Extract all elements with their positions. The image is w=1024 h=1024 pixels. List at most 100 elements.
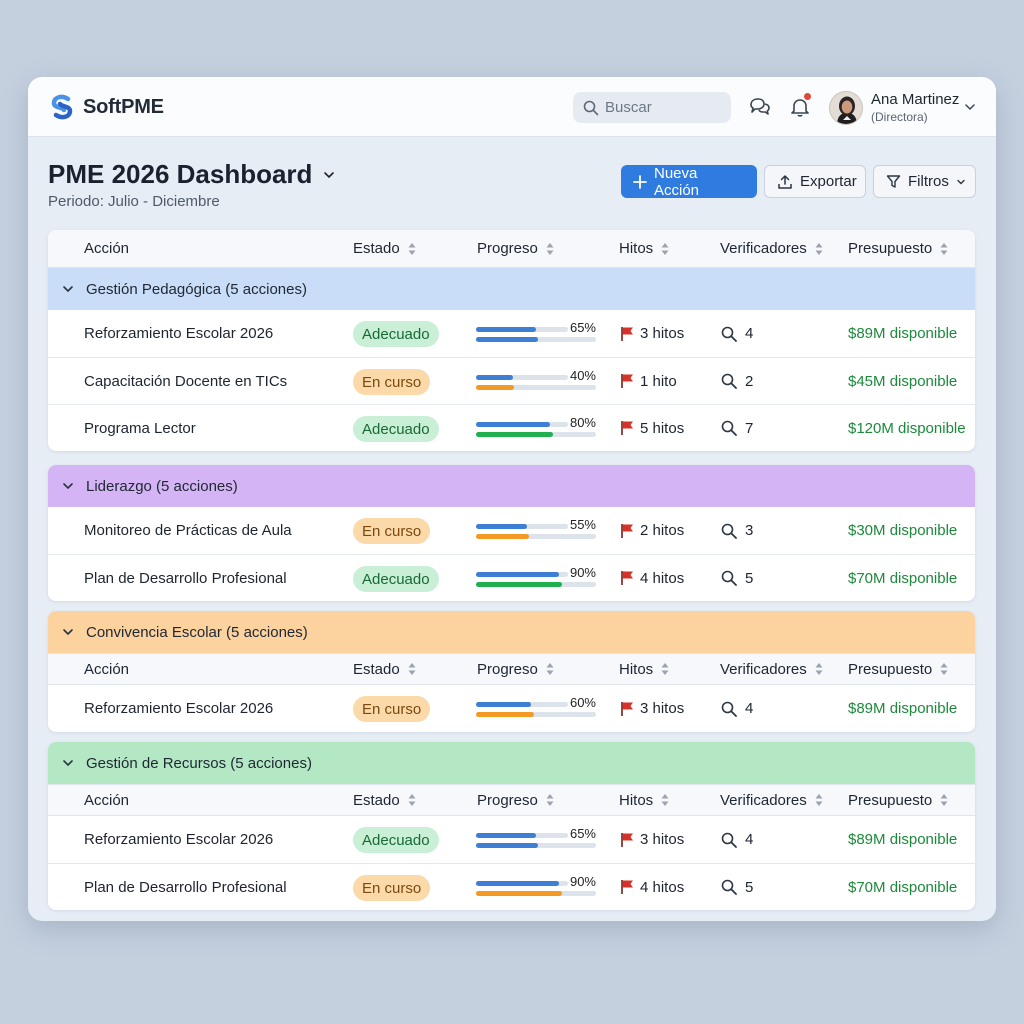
page-title-text: PME 2026 Dashboard [48,159,313,189]
action-name[interactable]: Reforzamiento Escolar 2026 [84,700,274,717]
table-row[interactable]: Reforzamiento Escolar 2026 En curso 60% 3 h… [48,685,975,732]
flag-icon [621,571,633,585]
group-header[interactable]: Gestión de Recursos (5 acciones) [48,742,975,784]
sort-icon[interactable] [408,663,416,675]
action-name[interactable]: Capacitación Docente en TICs [84,372,288,390]
chat-icon[interactable] [748,95,772,119]
sort-icon[interactable] [940,242,948,255]
column-header[interactable]: Estado [353,654,416,684]
progress-bar-fill [476,702,532,707]
milestones[interactable]: 1 hito [620,358,677,404]
verifiers[interactable]: 4 [721,310,753,357]
search-input[interactable] [605,99,725,116]
chevron-down-icon[interactable] [62,626,74,638]
milestones[interactable]: 3 hitos [620,816,684,863]
sort-icon[interactable] [546,794,554,806]
column-header: Acción [84,230,129,267]
action-name[interactable]: Reforzamiento Escolar 2026 [84,831,274,848]
sort-icon[interactable] [546,242,554,255]
app-name: SoftPME [83,95,164,118]
avatar[interactable] [829,91,863,125]
milestones-label: 3 hitos [640,700,685,717]
notifications-button[interactable] [788,93,812,119]
verifiers[interactable]: 5 [721,864,753,910]
column-header-label: Acción [84,240,130,257]
column-header[interactable]: Hitos [619,785,669,815]
progress-bar-fill [476,582,563,587]
verifiers[interactable]: 2 [721,358,753,404]
progress-percent: 65% [569,826,596,841]
chevron-down-icon[interactable] [62,283,74,295]
column-header[interactable]: Estado [353,230,416,267]
column-header[interactable]: Progreso [477,785,554,815]
column-header[interactable]: Presupuesto [848,654,948,684]
verifiers[interactable]: 4 [721,816,753,863]
progress-indicator: 90% [476,872,596,902]
group-header[interactable]: Convivencia Escolar (5 acciones) [48,611,975,653]
milestones[interactable]: 3 hitos [620,310,684,357]
column-header-label: Estado [353,660,400,678]
action-name[interactable]: Reforzamiento Escolar 2026 [84,325,274,342]
search-box[interactable] [573,92,731,123]
sort-icon[interactable] [661,794,669,806]
action-name[interactable]: Monitoreo de Prácticas de Aula [84,522,292,539]
column-header[interactable]: Progreso [477,654,554,684]
column-header-label: Progreso [477,791,538,809]
table-row[interactable]: Plan de Desarrollo Profesional En curso 90… [48,863,975,910]
verifiers[interactable]: 7 [721,405,753,451]
verifiers[interactable]: 4 [721,685,753,732]
user-name[interactable]: Ana Martinez [871,91,960,108]
group-panel: Acción Estado Progreso Hitos Verificadores Pr… [48,230,975,451]
table-row[interactable]: Reforzamiento Escolar 2026 Adecuado 65% 3 h… [48,816,975,863]
column-header[interactable]: Verificadores [720,230,823,267]
action-name[interactable]: Plan de Desarrollo Profesional [84,878,287,896]
group-header[interactable]: Gestión Pedagógica (5 acciones) [48,268,975,310]
sort-icon[interactable] [408,794,416,806]
sort-icon[interactable] [546,663,554,675]
page-title[interactable]: PME 2026 Dashboard [48,159,336,190]
milestones[interactable]: 5 hitos [620,405,684,451]
milestones[interactable]: 4 hitos [620,555,684,601]
action-name[interactable]: Programa Lector [84,419,196,437]
column-header[interactable]: Verificadores [720,654,823,684]
app-logo[interactable]: SoftPME [48,93,164,121]
verifiers[interactable]: 3 [721,507,753,554]
chevron-down-icon[interactable] [322,168,336,182]
action-name[interactable]: Plan de Desarrollo Profesional [84,569,287,587]
table-row[interactable]: Programa Lector Adecuado 80% 5 hitos 7 $120M … [48,404,975,451]
column-header[interactable]: Verificadores [720,785,823,815]
chevron-down-icon[interactable] [964,101,976,113]
sort-icon[interactable] [815,242,823,255]
sort-icon[interactable] [940,663,948,675]
chevron-down-icon[interactable] [62,757,74,769]
sort-icon[interactable] [408,242,416,255]
table-row[interactable]: Capacitación Docente en TICs En curso 40% 1… [48,357,975,404]
column-header[interactable]: Hitos [619,654,669,684]
progress-percent: 90% [569,565,596,580]
column-header[interactable]: Progreso [477,230,554,267]
new-action-button[interactable]: Nueva Acción [621,165,757,199]
progress-bar-track [476,422,568,427]
column-header[interactable]: Hitos [619,230,669,267]
column-header[interactable]: Presupuesto [848,230,948,267]
verifiers[interactable]: 5 [721,555,753,601]
chevron-down-icon[interactable] [62,480,74,492]
column-header[interactable]: Presupuesto [848,785,948,815]
milestones[interactable]: 4 hitos [620,864,684,910]
status-badge: En curso [353,696,431,722]
table-row[interactable]: Reforzamiento Escolar 2026 Adecuado 65% 3 h… [48,310,975,357]
table-row[interactable]: Plan de Desarrollo Profesional Adecuado 90… [48,554,975,601]
sort-icon[interactable] [815,794,823,806]
budget-available: $30M disponible [848,522,958,539]
sort-icon[interactable] [940,794,948,806]
filters-button[interactable]: Filtros [873,165,976,198]
group-header[interactable]: Liderazgo (5 acciones) [48,465,975,507]
sort-icon[interactable] [661,242,669,255]
sort-icon[interactable] [661,663,669,675]
column-header[interactable]: Estado [353,785,416,815]
milestones[interactable]: 2 hitos [620,507,684,554]
milestones[interactable]: 3 hitos [620,685,684,732]
export-button[interactable]: Exportar [764,165,866,198]
sort-icon[interactable] [815,663,823,675]
table-row[interactable]: Monitoreo de Prácticas de Aula En curso 55… [48,507,975,554]
